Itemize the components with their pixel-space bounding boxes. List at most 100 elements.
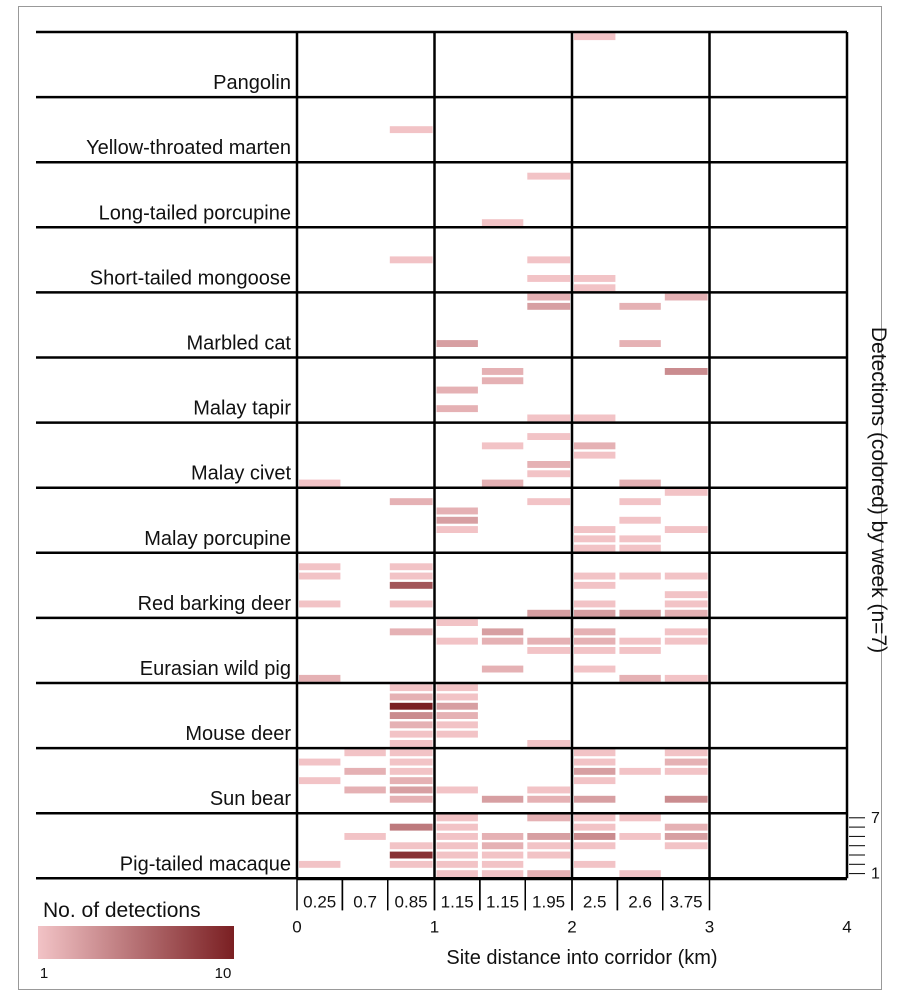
- heatmap-cell: [389, 600, 433, 608]
- heatmap-cell: [619, 637, 661, 645]
- heatmap-cell: [344, 767, 386, 775]
- heatmap-cell: [481, 368, 524, 375]
- heatmap-cell: [664, 795, 708, 803]
- site-label: 0.7: [353, 892, 377, 911]
- heatmap-cell: [527, 870, 571, 878]
- heatmap-cell: [436, 814, 478, 822]
- site-label: 0.85: [395, 892, 428, 911]
- heatmap-cell: [574, 572, 616, 580]
- heatmap-cell: [527, 842, 571, 850]
- heatmap-cell: [389, 795, 433, 803]
- heatmap-cell: [481, 860, 524, 868]
- heatmap-cell: [389, 851, 433, 859]
- heatmap-cell: [344, 833, 386, 840]
- heatmap-cell: [344, 749, 386, 757]
- heatmap-cell: [299, 674, 341, 682]
- heatmap-cell: [436, 860, 478, 868]
- heatmap-cell: [481, 637, 524, 645]
- heatmap-cell: [481, 219, 524, 227]
- heatmap-cell: [436, 637, 478, 645]
- heatmap-cell: [389, 842, 433, 850]
- heatmap-cell: [574, 777, 616, 785]
- species-labels: Pangolin Yellow-throated marten Long-taile…: [86, 72, 291, 875]
- heatmap-cell: [619, 870, 661, 878]
- heatmap-cell: [619, 674, 661, 682]
- heatmap-cell: [527, 433, 571, 440]
- heatmap-cell: [389, 740, 433, 747]
- legend-min-label: 1: [40, 965, 48, 982]
- heatmap-cell: [481, 851, 524, 859]
- heatmap-cell: [619, 572, 661, 580]
- heatmap-cell: [664, 628, 708, 636]
- heatmap-cell: [574, 665, 616, 673]
- heatmap-cells: [299, 33, 708, 878]
- heatmap-cell: [389, 712, 433, 719]
- heatmap-cell: [481, 442, 524, 450]
- heatmap-cell: [436, 507, 478, 515]
- species-label: Marbled cat: [187, 333, 292, 355]
- heatmap-cell: [527, 609, 571, 617]
- heatmap-cell: [574, 749, 616, 757]
- heatmap-cell: [574, 442, 616, 450]
- heatmap-cell: [527, 795, 571, 803]
- heatmap-cell: [527, 786, 571, 794]
- heatmap-cell: [664, 609, 708, 617]
- heatmap-cell: [299, 572, 341, 580]
- heatmap-cell: [436, 684, 478, 692]
- heatmap-cell: [574, 526, 616, 533]
- heatmap-cell: [619, 535, 661, 543]
- heatmap-cell: [574, 535, 616, 543]
- heatmap-cell: [527, 637, 571, 645]
- heatmap-cell: [619, 498, 661, 506]
- heatmap-cell: [389, 767, 433, 775]
- heatmap-cell: [481, 479, 524, 487]
- heatmap-cell: [389, 730, 433, 738]
- heatmap-cell: [527, 647, 571, 654]
- legend-title: No. of detections: [43, 899, 201, 922]
- heatmap-cell: [389, 749, 433, 757]
- species-label: Pangolin: [213, 72, 291, 94]
- heatmap-cell: [664, 572, 708, 580]
- heatmap-cell: [527, 414, 571, 422]
- heatmap-cell: [574, 628, 616, 636]
- heatmap-cell: [389, 581, 433, 589]
- heatmap-cell: [664, 833, 708, 840]
- heatmap-cell: [619, 544, 661, 552]
- heatmap-cell: [664, 526, 708, 533]
- y-right-label: Detections (colored) by week (n=7): [867, 327, 890, 653]
- species-label: Sun bear: [210, 788, 292, 810]
- heatmap-cell: [389, 684, 433, 692]
- site-label: 2.6: [628, 892, 652, 911]
- species-label: Malay tapir: [193, 398, 291, 420]
- heatmap-cell: [436, 702, 478, 710]
- heatmap-cell: [619, 340, 661, 347]
- species-label: Short-tailed mongoose: [90, 267, 291, 289]
- heatmap-cell: [574, 842, 616, 850]
- heatmap-cell: [436, 405, 478, 413]
- heatmap-cell: [344, 786, 386, 794]
- heatmap-cell: [389, 721, 433, 729]
- heatmap-cell: [664, 600, 708, 608]
- heatmap-cell: [389, 126, 433, 134]
- heatmap-cell: [527, 833, 571, 840]
- heatmap-cell: [481, 842, 524, 850]
- heatmap-cell: [574, 795, 616, 803]
- heatmap-cell: [574, 581, 616, 589]
- heatmap-cell: [389, 563, 433, 571]
- species-label: Malay porcupine: [144, 528, 291, 550]
- heatmap-cell: [664, 591, 708, 599]
- heatmap-cell: [527, 814, 571, 822]
- heatmap-cell: [527, 851, 571, 859]
- heatmap-cell: [299, 860, 341, 868]
- heatmap-cell: [436, 619, 478, 626]
- heatmap-cell: [481, 377, 524, 385]
- heatmap-cell: [481, 628, 524, 636]
- species-label: Malay civet: [191, 463, 291, 485]
- heatmap-cell: [527, 461, 571, 468]
- heatmap-cell: [436, 870, 478, 878]
- heatmap-cell: [574, 451, 616, 459]
- heatmap-cell: [619, 516, 661, 524]
- heatmap-cell: [619, 647, 661, 654]
- heatmap-cell: [436, 833, 478, 840]
